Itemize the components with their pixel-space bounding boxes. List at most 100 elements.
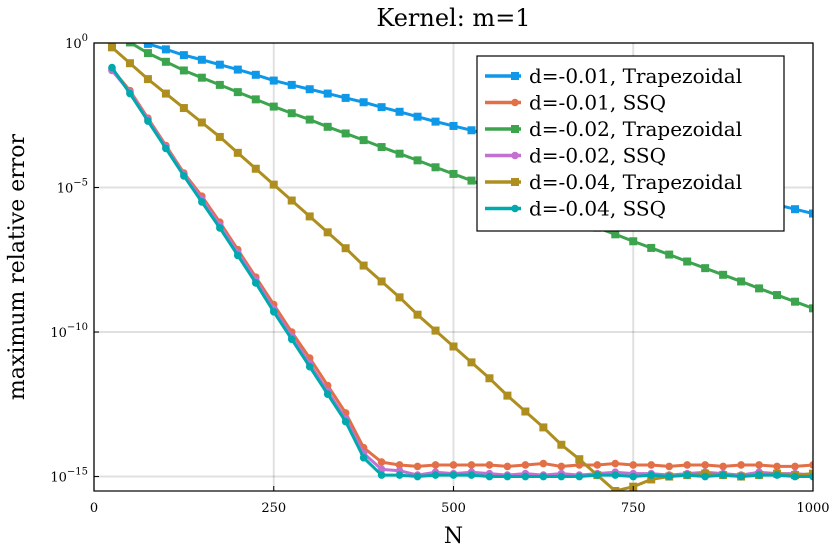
data-point [179, 66, 188, 75]
data-point [773, 471, 781, 479]
data-point [431, 117, 440, 126]
data-point [791, 472, 799, 481]
data-point [287, 80, 296, 89]
y-tick-label: 10−15 [50, 467, 88, 486]
data-point [719, 270, 728, 279]
data-point [611, 471, 620, 479]
data-point [377, 458, 386, 466]
data-point [395, 293, 404, 302]
data-point [755, 284, 764, 293]
data-point [701, 264, 710, 273]
data-point [126, 33, 134, 41]
data-point [341, 417, 350, 426]
series-line [110, 66, 813, 479]
data-point [413, 462, 422, 471]
data-point [431, 163, 440, 172]
data-point [647, 475, 656, 484]
data-point [683, 461, 691, 469]
data-point [539, 423, 548, 432]
data-point [809, 304, 813, 313]
y-tick-label: 10−10 [50, 322, 88, 341]
data-point [341, 129, 350, 138]
data-point [395, 461, 404, 469]
data-point [449, 461, 458, 469]
data-point [198, 198, 206, 206]
data-point [737, 277, 746, 286]
data-point [665, 250, 674, 259]
data-point [215, 60, 224, 69]
data-point [611, 230, 620, 239]
data-point [323, 390, 332, 398]
legend-swatch-marker [511, 204, 519, 213]
data-point [791, 297, 800, 306]
data-point [629, 461, 638, 469]
data-point [377, 143, 386, 152]
data-point [233, 88, 242, 97]
data-point [359, 136, 368, 145]
data-point [557, 462, 566, 471]
data-point [377, 471, 386, 479]
data-point [413, 472, 422, 481]
data-point [521, 461, 530, 469]
data-point [125, 59, 134, 68]
legend: d=-0.01, Trapezoidal d=-0.01, SSQd=-0.02,… [476, 55, 785, 232]
data-point [413, 310, 422, 319]
data-point [197, 73, 206, 82]
data-point [287, 196, 296, 205]
series-6 [108, 63, 813, 481]
data-point [269, 76, 278, 85]
data-point [395, 149, 404, 158]
data-point [180, 172, 188, 180]
data-point [647, 243, 656, 252]
y-tick-label: 100 [65, 33, 88, 52]
data-point [197, 118, 206, 127]
legend-item: d=-0.04, Trapezoidal [485, 170, 742, 194]
data-point [143, 75, 152, 84]
data-point [215, 80, 224, 89]
data-point [683, 257, 692, 266]
data-point [647, 461, 656, 469]
data-point [701, 472, 709, 481]
legend-label: d=-0.01, SSQ [529, 91, 666, 115]
data-point [647, 471, 656, 479]
data-point [719, 471, 727, 479]
data-point [557, 472, 566, 481]
data-point [485, 374, 494, 383]
x-tick-label: 250 [261, 501, 286, 516]
data-point [126, 89, 134, 98]
legend-label: d=-0.01, Trapezoidal [529, 64, 742, 88]
data-point [269, 308, 278, 316]
data-point [215, 132, 224, 141]
legend-swatch-marker [511, 151, 519, 160]
legend-label: d=-0.02, Trapezoidal [529, 117, 742, 141]
data-point [305, 115, 314, 124]
data-point [251, 70, 260, 79]
data-point [197, 55, 206, 64]
data-point [593, 471, 602, 479]
data-point [305, 85, 314, 94]
data-point [791, 462, 799, 471]
data-point [683, 471, 691, 479]
series-clip [107, 33, 813, 491]
data-point [143, 43, 152, 48]
data-point [323, 228, 332, 237]
data-point [251, 164, 260, 173]
x-axis-title: N [444, 524, 463, 549]
data-point [521, 472, 530, 481]
data-point [521, 407, 530, 416]
data-point [269, 180, 278, 189]
data-point [107, 43, 116, 52]
data-point [449, 342, 458, 351]
data-point [305, 362, 314, 371]
data-point [161, 45, 170, 54]
data-point [611, 459, 620, 468]
x-tick-label: 750 [621, 501, 646, 516]
legend-item: d=-0.02, Trapezoidal [485, 117, 742, 141]
legend-swatch-marker [511, 98, 519, 107]
x-tick-label: 0 [90, 501, 98, 516]
data-point [773, 462, 781, 471]
data-point [323, 89, 332, 98]
y-axis-title: maximum relative error [5, 133, 30, 400]
data-point [503, 391, 512, 400]
